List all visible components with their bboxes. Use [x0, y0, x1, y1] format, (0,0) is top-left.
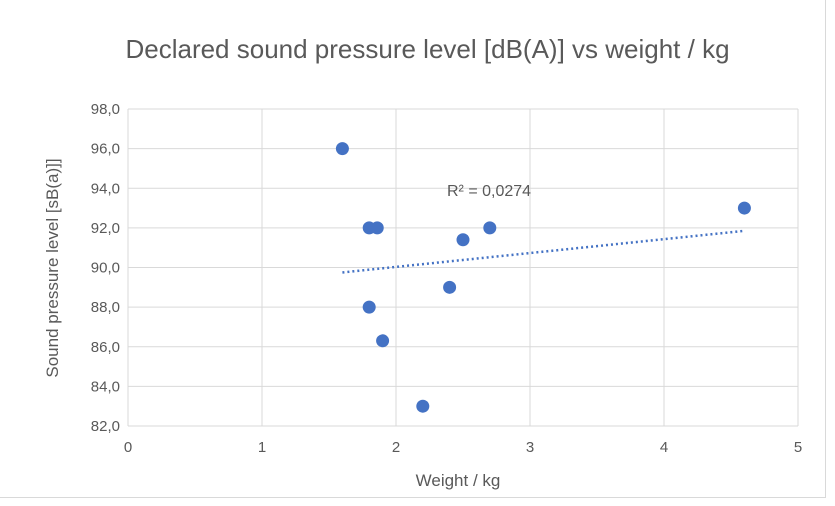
y-axis-title: Sound pressure level [sB(a)]] [43, 158, 62, 377]
data-point [376, 334, 390, 348]
x-tick-label: 5 [794, 439, 802, 456]
chart-frame: Declared sound pressure level [dB(A)] vs… [0, 0, 826, 498]
data-point [362, 300, 376, 314]
y-tick-label: 98,0 [91, 101, 120, 118]
x-tick-label: 2 [392, 439, 400, 456]
x-tick-label: 0 [124, 439, 132, 456]
grid-lines [127, 108, 799, 427]
y-tick-label: 88,0 [91, 299, 120, 316]
data-point [335, 142, 349, 156]
tick-labels: 82,0 84,0 86,0 88,0 90,0 92,0 94,0 96,0 98,0 0 1 2 3… [91, 101, 802, 456]
y-tick-label: 86,0 [91, 339, 120, 356]
data-point [443, 280, 457, 294]
x-tick-label: 3 [526, 439, 534, 456]
chart-title: Declared sound pressure level [dB(A)] vs… [125, 34, 730, 64]
y-tick-label: 96,0 [91, 141, 120, 158]
y-tick-label: 90,0 [91, 260, 120, 277]
data-point [370, 221, 384, 235]
data-point [483, 221, 497, 235]
data-point [737, 201, 751, 215]
x-tick-label: 4 [660, 439, 668, 456]
data-point [456, 233, 470, 247]
x-tick-label: 1 [258, 439, 266, 456]
x-axis-title: Weight / kg [416, 471, 501, 490]
y-tick-label: 94,0 [91, 180, 120, 197]
y-tick-label: 82,0 [91, 418, 120, 435]
trendline-layer [342, 229, 745, 274]
y-tick-label: 84,0 [91, 378, 120, 395]
r-squared-label: R² = 0,0274 [447, 183, 531, 200]
data-points [335, 142, 751, 413]
data-point [416, 399, 430, 413]
y-tick-label: 92,0 [91, 220, 120, 237]
linear-trendline [342, 229, 745, 274]
